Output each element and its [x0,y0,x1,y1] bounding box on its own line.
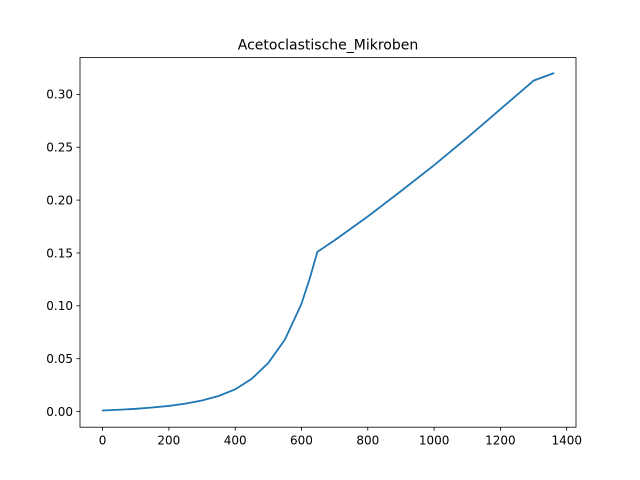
y-tick-label: 0.05 [46,352,73,366]
plot-area [79,57,577,428]
series-layer [101,72,555,412]
y-tick-label: 0.30 [46,88,73,102]
y-tick-label: 0.25 [46,141,73,155]
x-tick-label: 1400 [551,434,582,448]
x-tick-label: 600 [290,434,313,448]
y-tick-label: 0.20 [46,193,73,207]
x-tick-label: 1200 [485,434,516,448]
x-tick-label: 800 [356,434,379,448]
y-tick-label: 0.00 [46,405,73,419]
x-axis: 0 200 400 600 800 1000 1200 1400 [99,427,582,448]
y-tick-label: 0.15 [46,246,73,260]
x-tick-label: 400 [224,434,247,448]
x-tick-label: 200 [157,434,180,448]
x-tick-label: 1000 [419,434,450,448]
chart-title: Acetoclastische_Mikroben [238,38,418,54]
y-axis: 0.00 0.05 0.10 0.15 0.20 0.25 0.30 [46,88,80,419]
y-tick-label: 0.10 [46,299,73,313]
series-line [101,72,555,412]
x-tick-label: 0 [99,434,107,448]
